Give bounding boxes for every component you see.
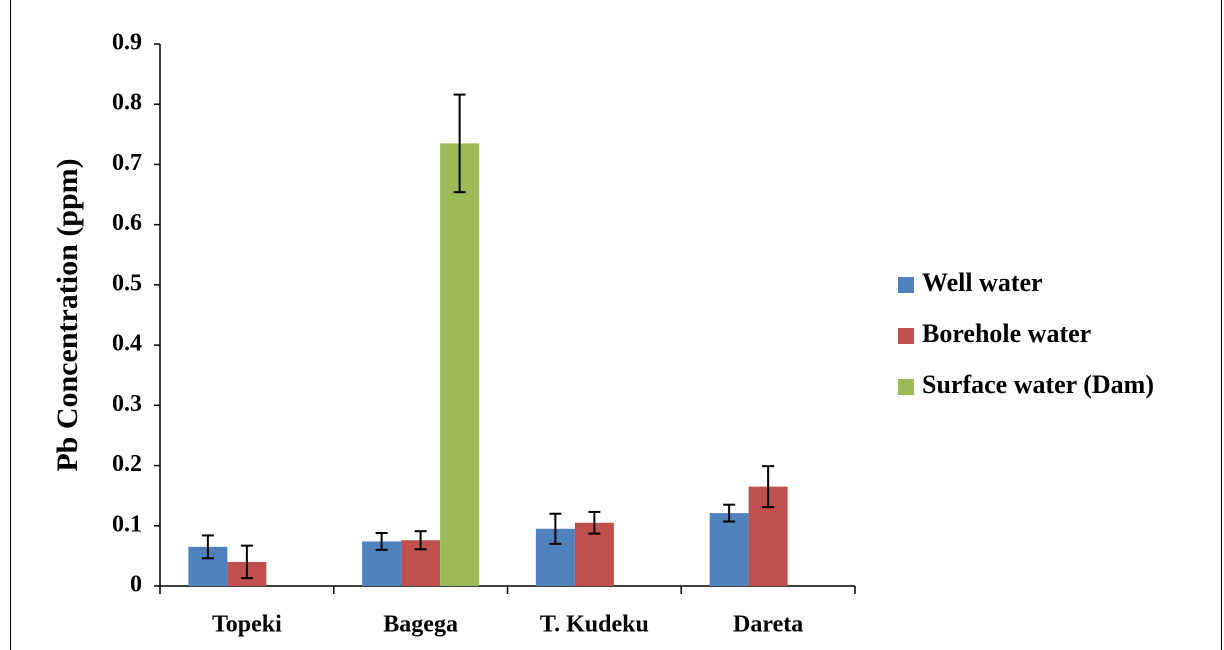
legend-label: Borehole water (922, 319, 1091, 348)
y-tick-label: 0.7 (112, 150, 142, 176)
error-bar (453, 93, 466, 194)
y-axis-title: Pb Concentration (ppm) (51, 158, 84, 471)
y-tick-label: 0 (130, 572, 142, 598)
y-tick-label: 0.9 (112, 30, 142, 56)
x-tick-label: Bagega (383, 612, 458, 638)
x-tick-label: T. Kudeku (540, 612, 649, 638)
error-bar (549, 512, 562, 545)
legend-swatch (898, 328, 914, 344)
error-bar (375, 532, 388, 551)
y-tick-label: 0.6 (112, 210, 142, 236)
error-bar (762, 465, 775, 509)
y-tick-label: 0.3 (112, 391, 142, 417)
error-bar (240, 544, 253, 580)
bar (709, 513, 749, 586)
error-bar (588, 510, 601, 535)
y-tick-label: 0.2 (112, 451, 142, 477)
y-tick-label: 0.8 (112, 90, 142, 116)
y-tick-label: 0.4 (112, 331, 142, 357)
legend-swatch (898, 277, 914, 293)
y-tick-label: 0.1 (112, 511, 142, 537)
x-tick-label: Dareta (733, 612, 803, 638)
legend-label: Well water (922, 268, 1043, 297)
y-tick-label: 0.5 (112, 270, 142, 296)
error-bar (723, 503, 736, 523)
bar (440, 143, 480, 586)
x-tick-label: Topeki (212, 612, 282, 638)
legend-swatch (898, 379, 914, 395)
error-bar (201, 534, 214, 560)
legend-label: Surface water (Dam) (922, 370, 1154, 399)
error-bar (414, 530, 427, 551)
